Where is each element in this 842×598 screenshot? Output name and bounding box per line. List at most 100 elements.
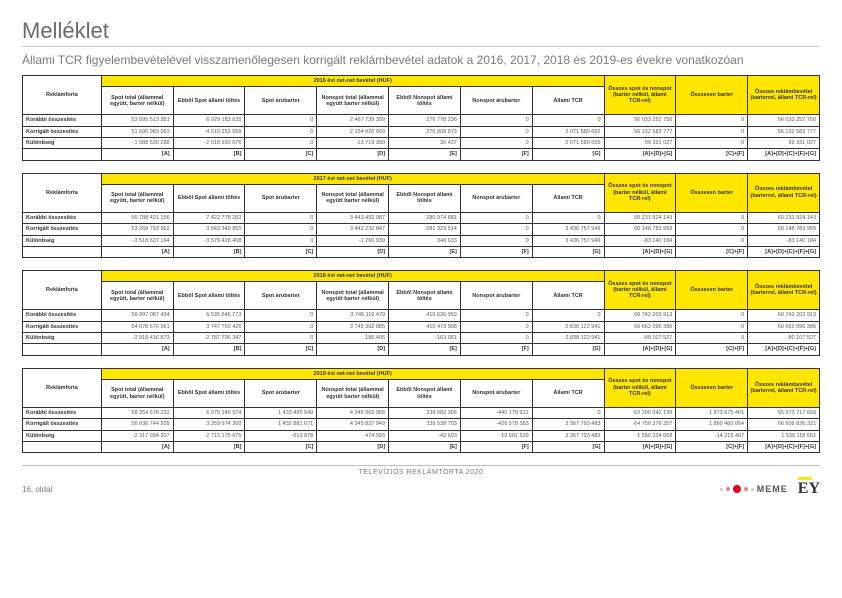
data-cell: 0 <box>676 137 748 148</box>
data-cell: 6 075 149 974 <box>173 408 245 419</box>
data-table: Reklámforta2016 évi net-net bevétel (HUF… <box>22 75 820 161</box>
data-cell: 3 442 232 047 <box>317 224 389 235</box>
data-cell: 474 993 <box>317 430 389 441</box>
data-cell: 2 071 580 665 <box>532 126 604 137</box>
data-cell: 0 <box>460 137 532 148</box>
code-cell: [B] <box>173 344 245 355</box>
data-cell: 2 838 122 941 <box>532 333 604 344</box>
col-header: Spot árubarter <box>245 184 317 212</box>
data-cell: 60 742 203 913 <box>604 310 676 321</box>
data-cell: 0 <box>676 212 748 223</box>
data-cell: 0 <box>245 224 317 235</box>
table-row: Különbség-1 988 530 288-2 018 930 0760-1… <box>23 137 820 148</box>
ey-logo: EY <box>798 480 820 498</box>
data-cell: 0 <box>676 126 748 137</box>
col-header: Ebből Spot állami töltés <box>173 184 245 212</box>
col-header-total-all: Összes reklámbevétel (barterrel, állami … <box>748 368 820 407</box>
data-cell: 339 582 306 <box>389 408 461 419</box>
data-cell: 3 747 750 426 <box>173 321 245 332</box>
data-cell: -2 918 416 873 <box>101 333 173 344</box>
row-label: Korábbi összesítés <box>23 115 102 126</box>
data-cell: 0 <box>532 408 604 419</box>
data-cell: 56 033 252 750 <box>604 115 676 126</box>
code-row: [A][B][C][D][E][F][G][A]+[D]+[G][C]+[F][… <box>23 149 820 160</box>
page-title: Melléklet <box>22 18 820 47</box>
data-cell: 2 838 122 941 <box>532 321 604 332</box>
code-cell: [A] <box>101 344 173 355</box>
data-cell: -80 107 527 <box>604 333 676 344</box>
table-row: Korrigált összesítés54 078 670 5613 747 … <box>23 321 820 332</box>
data-cell: 7 422 778 263 <box>173 212 245 223</box>
data-cell: 4 345 362 956 <box>317 408 389 419</box>
data-cell: 276 778 236 <box>389 115 461 126</box>
data-cell: 56 132 583 777 <box>604 126 676 137</box>
code-cell: [A]+[D]+[C]+[F]+[G] <box>748 246 820 257</box>
data-cell: 0 <box>245 310 317 321</box>
data-cell: 0 <box>245 333 317 344</box>
code-cell-empty <box>23 246 102 257</box>
code-cell: [C] <box>245 246 317 257</box>
data-cell: 0 <box>676 115 748 126</box>
row-label: Korrigált összesítés <box>23 224 102 235</box>
col-header: Ebből Nonspot állami töltés <box>389 380 461 408</box>
code-cell: [B] <box>173 246 245 257</box>
code-cell: [E] <box>389 441 461 452</box>
data-cell: 0 <box>460 212 532 223</box>
data-cell: 60 662 096 386 <box>604 321 676 332</box>
code-cell: [E] <box>389 149 461 160</box>
data-cell: 410 473 908 <box>389 321 461 332</box>
data-cell: -163 051 <box>389 333 461 344</box>
code-cell: [C]+[F] <box>676 441 748 452</box>
code-cell: [F] <box>460 344 532 355</box>
col-header-total-barter: Összesen barter <box>676 76 748 115</box>
code-cell-empty <box>23 344 102 355</box>
table-row: Korrigált összesítés53 269 793 9623 843 … <box>23 224 820 235</box>
col-header-ref: Reklámforta <box>23 76 102 115</box>
code-cell: [B] <box>173 149 245 160</box>
data-cell: -440 179 912 <box>460 408 532 419</box>
data-cell: 348 633 <box>389 235 461 246</box>
row-label: Különbség <box>23 430 102 441</box>
col-header: Ebből Spot állami töltés <box>173 282 245 310</box>
data-cell: 66 609 836 321 <box>748 419 820 430</box>
code-cell: [A]+[D]+[C]+[F]+[G] <box>748 441 820 452</box>
data-cell: -13 719 360 <box>317 137 389 148</box>
table-row: Korrigált összesítés56 036 744 9253 359 … <box>23 419 820 430</box>
data-cell: 0 <box>245 235 317 246</box>
data-cell: 53 269 793 962 <box>101 224 173 235</box>
table-row: Korábbi összesítés58 354 678 2326 075 14… <box>23 408 820 419</box>
data-cell: 1 873 675 461 <box>676 408 748 419</box>
col-header: Nonspot total (állammal együtt barter né… <box>317 184 389 212</box>
table-row: Korábbi összesítés56 997 087 4346 535 54… <box>23 310 820 321</box>
data-cell: 99 331 027 <box>748 137 820 148</box>
col-header-total-spot-nonspot: Összes spot és nonspot (barter nélkül, á… <box>604 368 676 407</box>
data-cell: 339 538 703 <box>389 419 461 430</box>
code-cell: [A]+[D]+[G] <box>604 149 676 160</box>
code-cell: [A]+[D]+[C]+[F]+[G] <box>748 149 820 160</box>
data-cell: 30 437 <box>389 137 461 148</box>
row-label: Korábbi összesítés <box>23 310 102 321</box>
data-cell: 99 331 027 <box>604 137 676 148</box>
col-header-total-barter: Összesen barter <box>676 368 748 407</box>
code-cell: [B] <box>173 441 245 452</box>
col-header: Állami TCR <box>532 282 604 310</box>
data-cell: 60 742 203 913 <box>748 310 820 321</box>
code-row: [A][B][C][D][E][F][G][A]+[D]+[G][C]+[F][… <box>23 246 820 257</box>
data-cell: 0 <box>460 321 532 332</box>
data-cell: 0 <box>460 115 532 126</box>
data-cell: -2 715 175 675 <box>173 430 245 441</box>
data-cell: -3 518 637 194 <box>101 235 173 246</box>
data-cell: 0 <box>676 321 748 332</box>
col-header: Spot total (állammal együtt, barter nélk… <box>101 380 173 408</box>
data-cell: 0 <box>676 333 748 344</box>
col-header: Nonspot total (állammal együtt barter né… <box>317 282 389 310</box>
data-cell: 56 132 583 777 <box>748 126 820 137</box>
data-cell: 13 601 529 <box>460 430 532 441</box>
data-cell: 0 <box>460 310 532 321</box>
row-label: Korábbi összesítés <box>23 212 102 223</box>
col-header-total-all: Összes reklámbevétel (barterrel, állami … <box>748 76 820 115</box>
data-cell: 60 231 924 143 <box>748 212 820 223</box>
data-cell: 1 550 334 068 <box>604 430 676 441</box>
col-header: Ebből Nonspot állami töltés <box>389 184 461 212</box>
data-table: Reklámforta2019 évi net-net bevétel (HUF… <box>22 368 820 454</box>
